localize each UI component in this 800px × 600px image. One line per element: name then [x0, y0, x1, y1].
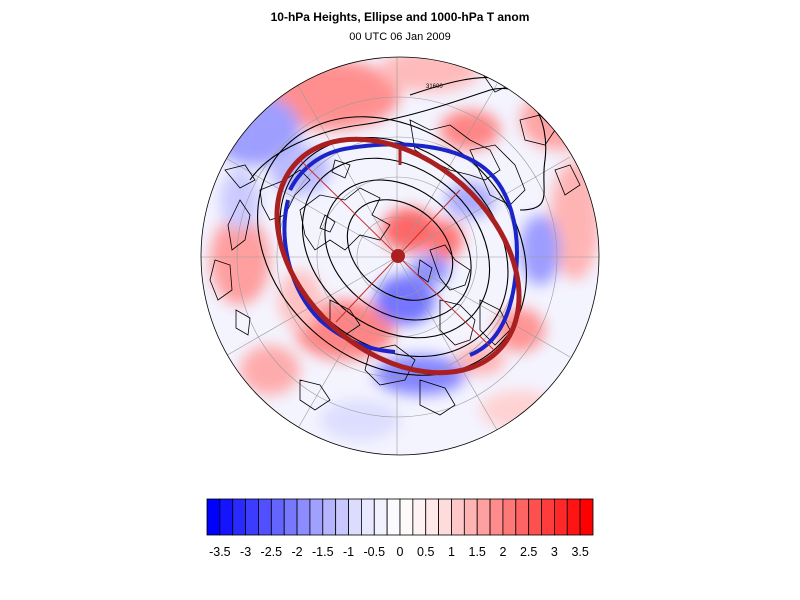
colorbar-box — [463, 498, 478, 536]
colorbar-tick-label: -1.5 — [312, 545, 334, 559]
colorbar-box — [566, 498, 581, 536]
coastlines — [209, 69, 581, 416]
colorbar-box — [219, 498, 234, 536]
colorbar-tick-label: -2 — [292, 545, 303, 559]
colorbar-tick-label: 0.5 — [417, 545, 434, 559]
colorbar-tick-label: 2 — [499, 545, 506, 559]
colorbar-box — [476, 498, 491, 536]
colorbar-tick-label: -2.5 — [261, 545, 283, 559]
colorbar-box — [502, 498, 517, 536]
colorbar-box — [386, 498, 401, 536]
colorbar-tick-label: 3.5 — [571, 545, 588, 559]
colorbar-box — [322, 498, 337, 536]
colorbar-box — [438, 498, 452, 536]
colorbar-box — [489, 498, 504, 536]
colorbar-box — [283, 498, 298, 536]
figure-title: 10-hPa Heights, Ellipse and 1000-hPa T a… — [270, 10, 530, 24]
colorbar-box — [528, 498, 542, 536]
colorbar-box — [373, 498, 388, 536]
colorbar-tick-label: -1 — [343, 545, 354, 559]
contour-label: 31600 — [426, 84, 443, 90]
map-boundary — [200, 56, 600, 456]
colorbar-box — [554, 498, 568, 536]
colorbar-box — [245, 498, 259, 536]
colorbar-tick-label: 1.5 — [469, 545, 486, 559]
colorbar-box — [541, 498, 555, 536]
colorbar-tick-label: 3 — [551, 545, 558, 559]
colorbar-box — [232, 498, 247, 536]
colorbar-box — [258, 498, 272, 536]
colorbar-tick-label: -0.5 — [363, 545, 385, 559]
colorbar-box — [270, 498, 285, 536]
colorbar-box — [579, 498, 594, 536]
colorbar-box — [335, 498, 349, 536]
colorbar-box — [399, 498, 414, 536]
colorbar-box — [206, 498, 221, 536]
ellipse-center-marker — [391, 249, 405, 263]
vortex-edge-band — [288, 142, 519, 357]
vortex-edge-band-west — [282, 199, 396, 354]
figure-subtitle: 00 UTC 06 Jan 2009 — [349, 31, 451, 43]
colorbar-box — [296, 498, 311, 536]
colorbar-tick-label: -3 — [240, 545, 251, 559]
colorbar-box — [515, 498, 530, 536]
fitted-ellipse — [274, 136, 522, 376]
graticule — [201, 57, 599, 455]
colorbar-box — [451, 498, 465, 536]
colorbar-labels: -3.5 -3 -2.5 -2 -1.5 -1 -0.5 0 0.5 1 1.5 2 2.5 3 3.5 — [209, 545, 589, 559]
colorbar-boxes — [206, 498, 594, 536]
colorbar-box — [425, 498, 440, 536]
colorbar-tick-label: 2.5 — [520, 545, 537, 559]
colorbar-tick-label: 0 — [397, 545, 404, 559]
colorbar-tick-label: -3.5 — [209, 545, 231, 559]
colorbar-tick-label: 1 — [448, 545, 455, 559]
colorbar-box — [348, 498, 362, 536]
colorbar-box — [412, 498, 427, 536]
colorbar-box — [309, 498, 324, 536]
colorbar-box — [360, 498, 375, 536]
